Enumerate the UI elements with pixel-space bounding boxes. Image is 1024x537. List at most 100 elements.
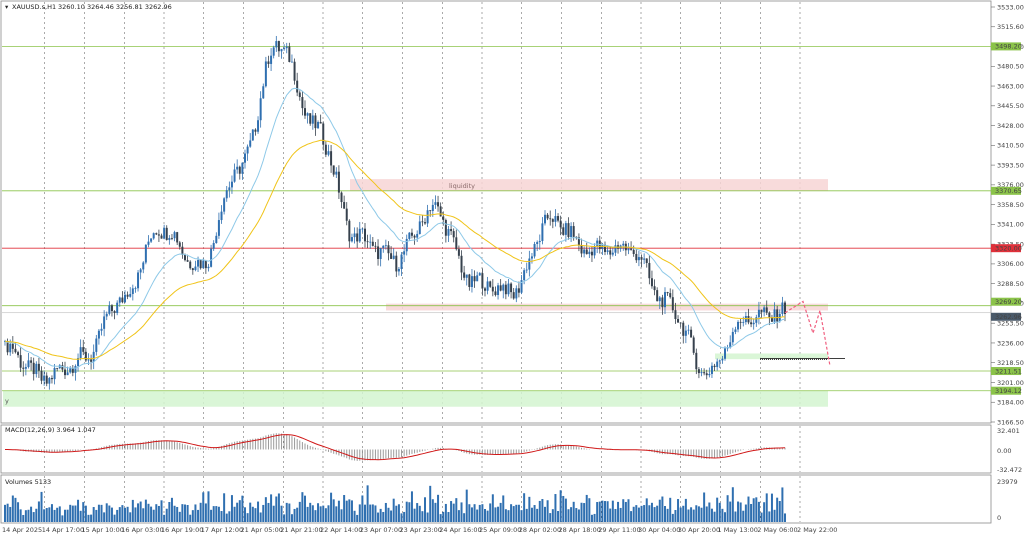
volume-bar bbox=[606, 501, 609, 522]
candle-body bbox=[45, 375, 48, 384]
candle-body bbox=[371, 241, 374, 246]
candle-body bbox=[611, 252, 614, 255]
time-axis-label: 25 Apr 09:00 bbox=[479, 526, 521, 534]
candle-body bbox=[484, 288, 486, 291]
time-axis-label: 14 Apr 2025 bbox=[2, 526, 42, 534]
volume-bar bbox=[734, 511, 737, 522]
candle-body bbox=[361, 228, 364, 230]
candle-body bbox=[267, 61, 270, 64]
candle-body bbox=[24, 367, 27, 369]
volume-bar bbox=[614, 508, 617, 522]
volume-bar bbox=[223, 493, 226, 522]
candle-body bbox=[747, 315, 750, 323]
volume-bar bbox=[590, 514, 593, 522]
candle-body bbox=[737, 321, 740, 330]
level-label: 3262.96 bbox=[995, 313, 1022, 321]
volume-bar bbox=[609, 508, 612, 522]
candle-body bbox=[530, 256, 533, 259]
candle-body bbox=[142, 262, 145, 270]
candle-body bbox=[155, 233, 158, 235]
volume-bar bbox=[387, 507, 390, 522]
candle-body bbox=[283, 48, 286, 50]
volume-bar bbox=[43, 509, 46, 522]
candle-body bbox=[314, 115, 317, 129]
candle-body bbox=[202, 260, 205, 269]
time-axis-label: 17 Apr 12:00 bbox=[201, 526, 243, 534]
time-axis-label: 2 May 06:00 bbox=[757, 526, 797, 534]
candle-body bbox=[204, 260, 207, 269]
candle-body bbox=[17, 352, 20, 356]
candle-body bbox=[249, 140, 252, 147]
volume-bar bbox=[447, 512, 450, 522]
volume-bar bbox=[170, 497, 173, 522]
candle-body bbox=[210, 248, 213, 267]
volume-bar bbox=[718, 502, 721, 522]
candle-body bbox=[572, 226, 575, 237]
volume-bar bbox=[635, 505, 638, 522]
volume-bar bbox=[575, 508, 578, 522]
forecast-layer bbox=[784, 300, 831, 367]
volume-tick-zero: 0 bbox=[997, 514, 1001, 522]
candle-body bbox=[230, 181, 233, 188]
candle-body bbox=[116, 302, 119, 313]
candles-layer bbox=[4, 35, 786, 390]
candle-body bbox=[293, 61, 296, 81]
zones-layer bbox=[3, 179, 828, 407]
y-marker: y bbox=[5, 397, 9, 405]
volume-bar bbox=[400, 513, 403, 522]
volume-bar bbox=[658, 499, 661, 522]
volume-bar bbox=[35, 508, 38, 522]
level-label-box bbox=[991, 244, 1021, 253]
candle-body bbox=[734, 329, 737, 332]
volume-bar bbox=[408, 502, 411, 522]
time-axis-label: 21 Apr 05:00 bbox=[241, 526, 283, 534]
volume-bar bbox=[517, 504, 520, 522]
volume-bar bbox=[604, 501, 606, 522]
candle-body bbox=[275, 41, 278, 48]
candle-body bbox=[416, 233, 419, 238]
volume-bar bbox=[434, 502, 437, 522]
volume-bar bbox=[379, 508, 382, 522]
candle-body bbox=[770, 317, 773, 322]
volume-bar bbox=[627, 499, 630, 522]
volume-bar bbox=[697, 506, 700, 522]
candle-body bbox=[491, 286, 494, 292]
volume-bar bbox=[77, 499, 80, 522]
volume-bar bbox=[259, 512, 262, 522]
volume-bar bbox=[173, 505, 176, 522]
volume-bar bbox=[37, 501, 40, 522]
volume-bar bbox=[442, 511, 445, 522]
candle-body bbox=[426, 210, 429, 224]
candle-body bbox=[622, 243, 625, 246]
volume-bar bbox=[497, 506, 500, 522]
candle-body bbox=[546, 214, 549, 219]
volume-bar bbox=[413, 508, 416, 522]
macd-tick-zero: 0.00 bbox=[997, 447, 1011, 455]
candle-body bbox=[413, 235, 416, 238]
volume-bar bbox=[319, 506, 322, 522]
volume-bar bbox=[74, 505, 77, 522]
candle-body bbox=[43, 375, 46, 381]
volume-bar bbox=[491, 494, 494, 522]
candle-body bbox=[14, 348, 17, 353]
volume-bar bbox=[332, 499, 335, 522]
volume-bar bbox=[293, 508, 296, 522]
time-axis-label: 23 Apr 07:00 bbox=[360, 526, 402, 534]
candle-body bbox=[353, 233, 356, 238]
chart-menu-icon[interactable]: ▾ bbox=[5, 3, 9, 11]
candle-body bbox=[319, 121, 322, 124]
symbol-label: XAUUSD.s,H1 bbox=[12, 3, 56, 11]
ohlc-readout: 3260.10 3264.46 3256.81 3262.96 bbox=[58, 3, 172, 11]
candle-body bbox=[228, 187, 231, 191]
volume-bar bbox=[755, 497, 758, 522]
volume-bar bbox=[296, 507, 299, 522]
candle-body bbox=[528, 258, 531, 270]
candle-body bbox=[296, 80, 299, 93]
candle-body bbox=[311, 115, 314, 124]
candle-body bbox=[309, 113, 312, 124]
volume-bar bbox=[421, 511, 424, 522]
volume-bar bbox=[124, 507, 126, 522]
candle-body bbox=[742, 322, 745, 323]
candle-body bbox=[152, 233, 155, 239]
